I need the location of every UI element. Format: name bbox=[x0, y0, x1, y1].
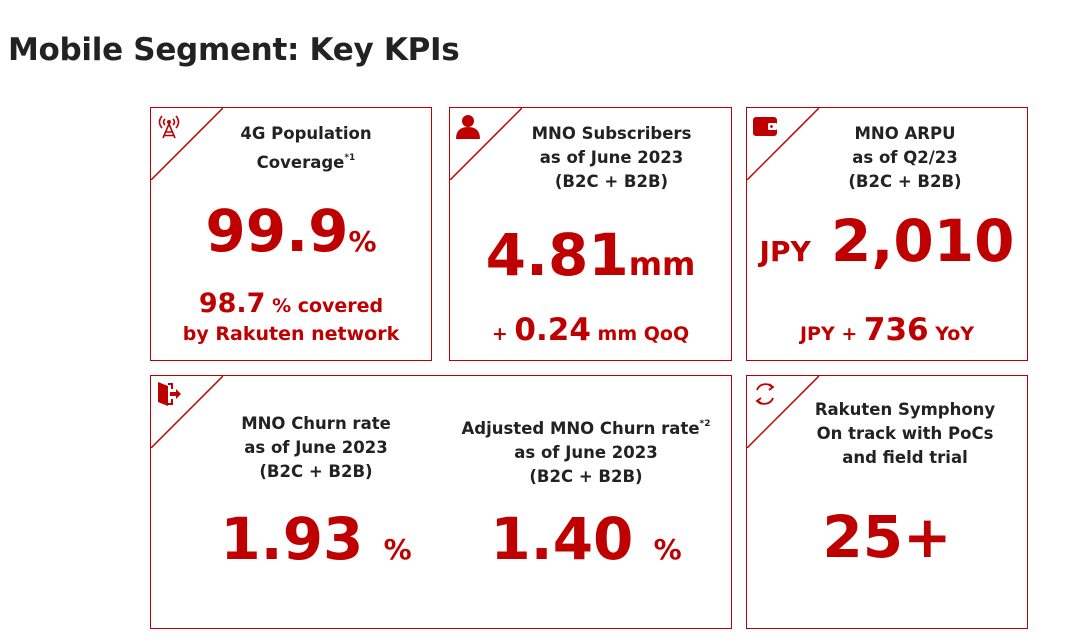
churn-value-number: 1.93 bbox=[220, 505, 364, 573]
symphony-label-line2: On track with PoCs bbox=[816, 424, 994, 443]
cell-tower-icon bbox=[158, 115, 180, 139]
subscribers-label: MNO Subscribers as of June 2023 (B2C + B… bbox=[490, 122, 733, 194]
arpu-label-line2: as of Q2/23 bbox=[852, 148, 958, 167]
adjusted-churn-value: 1.40 % bbox=[441, 504, 731, 585]
coverage-footnote: *1 bbox=[344, 153, 356, 163]
adjusted-churn-label-line3: (B2C + B2B) bbox=[529, 467, 643, 486]
subscribers-value-number: 4.81 bbox=[485, 221, 629, 289]
subscribers-label-line2: as of June 2023 bbox=[539, 148, 684, 167]
person-icon bbox=[456, 115, 480, 139]
coverage-label-line2: Coverage bbox=[256, 153, 345, 172]
coverage-sub-text2: by Rakuten network bbox=[182, 323, 400, 345]
churn-value: 1.93 % bbox=[191, 504, 441, 585]
churn-value-unit: % bbox=[383, 533, 412, 566]
symphony-value: 25+ bbox=[822, 503, 952, 571]
wallet-icon bbox=[753, 117, 777, 136]
arpu-change: JPY + 736 YoY bbox=[747, 312, 1027, 352]
subscribers-change: + 0.24 mm QoQ bbox=[450, 312, 731, 352]
subscribers-card: MNO Subscribers as of June 2023 (B2C + B… bbox=[449, 107, 732, 361]
refresh-cycle-icon bbox=[755, 383, 775, 405]
subscribers-label-line1: MNO Subscribers bbox=[531, 124, 692, 143]
coverage-label: 4G Population Coverage*1 bbox=[181, 122, 431, 175]
arpu-value-number: 2,010 bbox=[830, 207, 1015, 275]
subscribers-change-prefix: + bbox=[491, 323, 508, 345]
coverage-sub-text1: % covered bbox=[272, 295, 384, 317]
arpu-label: MNO ARPU as of Q2/23 (B2C + B2B) bbox=[781, 122, 1029, 194]
adjusted-churn-footnote: *2 bbox=[699, 419, 711, 429]
page-title: Mobile Segment: Key KPIs bbox=[8, 32, 460, 68]
adjusted-churn-label: Adjusted MNO Churn rate*2 as of June 202… bbox=[441, 412, 731, 489]
arpu-currency: JPY bbox=[759, 235, 811, 268]
coverage-subtext: 98.7 % covered by Rakuten network bbox=[151, 290, 431, 348]
coverage-value-unit: % bbox=[348, 225, 377, 258]
churn-card: MNO Churn rate as of June 2023 (B2C + B2… bbox=[150, 375, 732, 629]
corner-divider bbox=[151, 376, 223, 448]
arpu-change-value: 736 bbox=[863, 312, 929, 348]
arpu-label-line1: MNO ARPU bbox=[854, 124, 956, 143]
symphony-label-line1: Rakuten Symphony bbox=[814, 400, 996, 419]
churn-label-line2: as of June 2023 bbox=[244, 438, 388, 457]
corner-divider bbox=[747, 108, 819, 180]
subscribers-label-line3: (B2C + B2B) bbox=[554, 172, 669, 191]
coverage-value: 99.9% bbox=[151, 196, 431, 277]
churn-label: MNO Churn rate as of June 2023 (B2C + B2… bbox=[191, 412, 441, 484]
exit-icon bbox=[158, 382, 181, 406]
arpu-label-line3: (B2C + B2B) bbox=[848, 172, 962, 191]
subscribers-value-unit: mm bbox=[628, 245, 696, 283]
symphony-label-line3: and field trial bbox=[842, 448, 968, 467]
arpu-change-prefix: JPY + bbox=[799, 323, 858, 345]
churn-label-line1: MNO Churn rate bbox=[241, 414, 391, 433]
symphony-card: Rakuten Symphony On track with PoCs and … bbox=[746, 375, 1028, 629]
coverage-sub-value: 98.7 bbox=[198, 288, 266, 319]
subscribers-change-value: 0.24 bbox=[514, 312, 591, 348]
coverage-value-number: 99.9 bbox=[205, 197, 349, 265]
adjusted-churn-label-line1: Adjusted MNO Churn rate bbox=[461, 419, 700, 438]
adjusted-churn-label-line2: as of June 2023 bbox=[514, 443, 658, 462]
subscribers-change-suffix: mm QoQ bbox=[597, 323, 690, 345]
coverage-label-line1: 4G Population bbox=[240, 124, 372, 143]
symphony-label: Rakuten Symphony On track with PoCs and … bbox=[781, 398, 1029, 470]
adjusted-churn-value-number: 1.40 bbox=[490, 505, 634, 573]
arpu-card: MNO ARPU as of Q2/23 (B2C + B2B) JPY 2,0… bbox=[746, 107, 1028, 361]
corner-divider bbox=[450, 108, 522, 180]
churn-label-line3: (B2C + B2B) bbox=[259, 462, 373, 481]
arpu-value: JPY 2,010 bbox=[747, 206, 1027, 287]
adjusted-churn-value-unit: % bbox=[653, 533, 682, 566]
corner-divider bbox=[151, 108, 223, 180]
corner-divider bbox=[747, 376, 819, 448]
arpu-change-suffix: YoY bbox=[935, 323, 975, 345]
subscribers-value: 4.81mm bbox=[450, 220, 731, 299]
coverage-card: 4G Population Coverage*1 99.9% 98.7 % co… bbox=[150, 107, 432, 361]
